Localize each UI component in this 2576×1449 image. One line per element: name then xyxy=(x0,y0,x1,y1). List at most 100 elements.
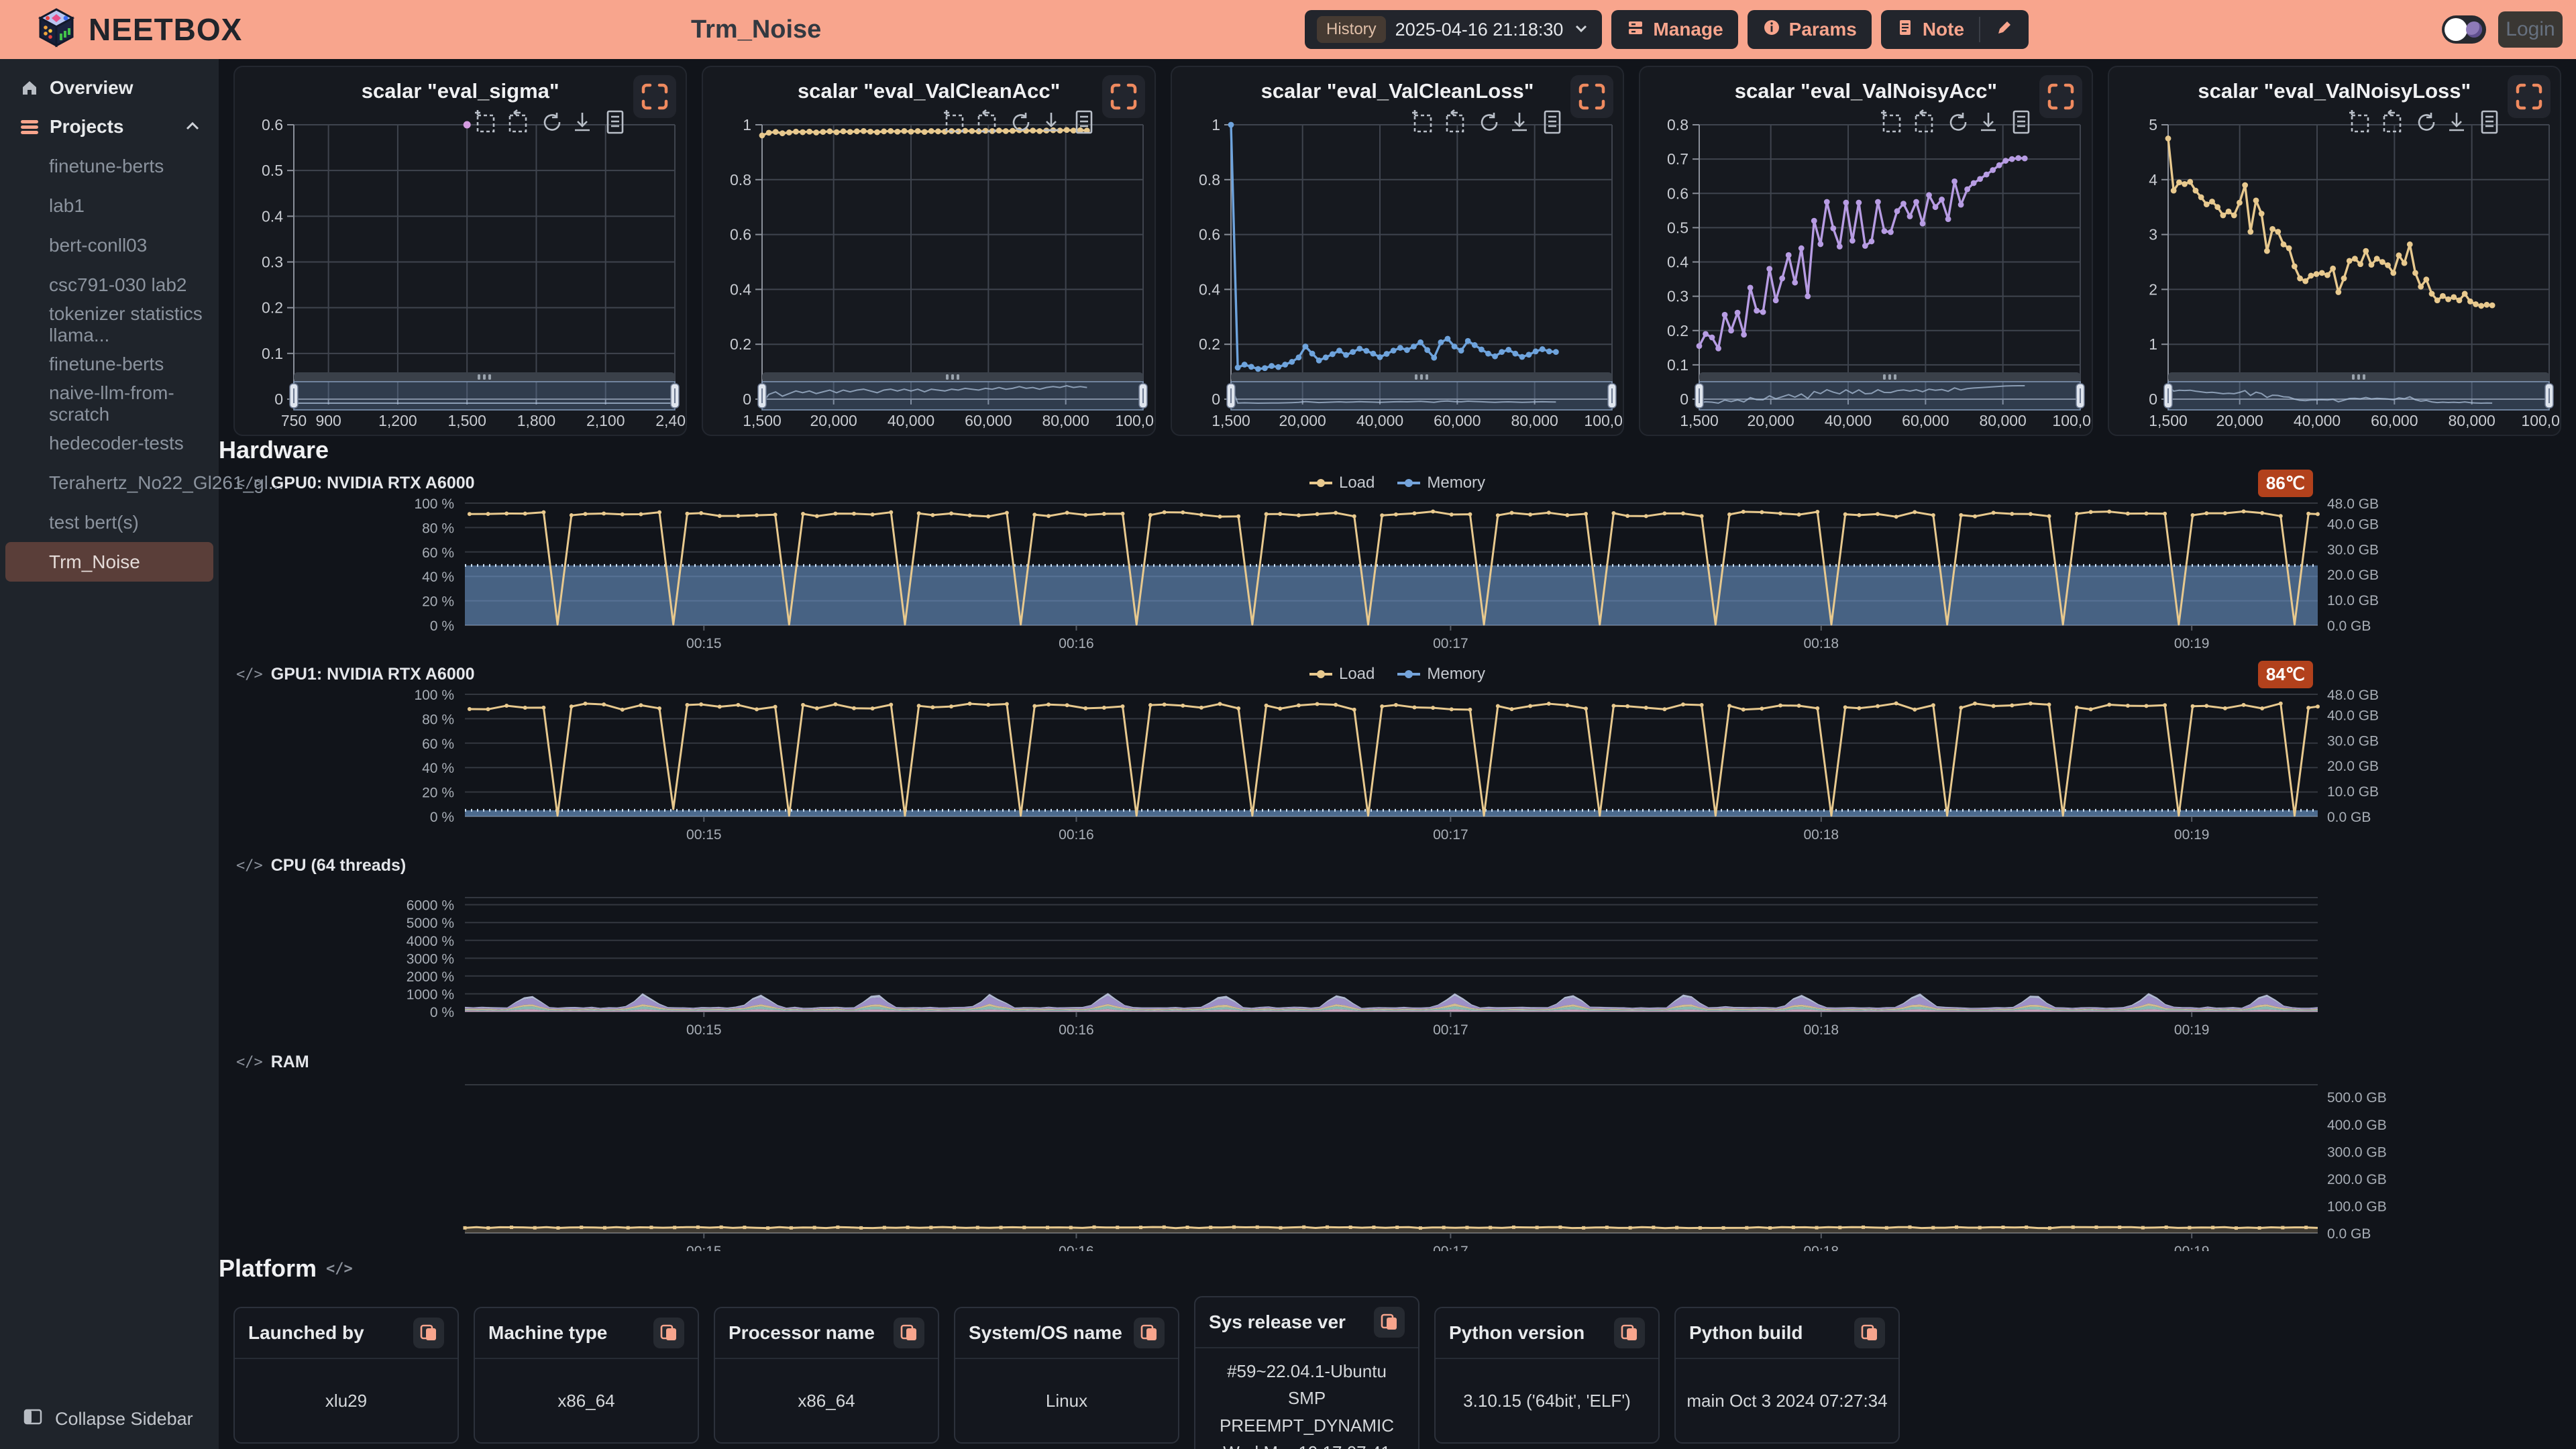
restore-icon[interactable] xyxy=(1012,113,1030,131)
sidebar-item-project[interactable]: Trm_Noise xyxy=(5,542,213,582)
gpu-temperature-badge: 84℃ xyxy=(2257,660,2313,688)
svg-text:100,000: 100,000 xyxy=(2521,412,2561,429)
restore-icon[interactable] xyxy=(1481,113,1498,131)
collapse-sidebar-button[interactable]: Collapse Sidebar xyxy=(0,1401,193,1437)
note-button[interactable]: Note xyxy=(1881,10,1979,49)
scalar-chart[interactable]: 0 0.1 0.2 0.3 0.4 0.5 0.6 750 900 1,200 1,500 1,800… xyxy=(235,67,686,435)
sidebar-item-overview[interactable]: Overview xyxy=(0,68,219,107)
svg-text:1: 1 xyxy=(1212,116,1220,133)
sidebar-item-project[interactable]: csc791-030 lab2 xyxy=(49,274,187,295)
menu-icon xyxy=(20,117,39,136)
platform-cards-row: Launched by xlu29 Machine type x86_64 Pr… xyxy=(233,1296,2561,1449)
svg-text:0: 0 xyxy=(274,390,283,408)
hardware-label: RAM xyxy=(270,1052,309,1071)
copy-button[interactable] xyxy=(1374,1307,1405,1338)
hardware-chart[interactable]: 0 % 20 % 40 % 60 % 80 % 100 % 0.0 GB 10.0 GB 20.… xyxy=(233,688,2561,847)
data-view-icon[interactable] xyxy=(2012,110,2029,134)
sidebar-item-project[interactable]: lab1 xyxy=(49,195,85,216)
copy-button[interactable] xyxy=(894,1318,924,1348)
fullscreen-button[interactable] xyxy=(2508,75,2551,118)
scalar-chart-title: scalar "eval_ValNoisyLoss" xyxy=(2198,79,2471,103)
svg-text:4000 %: 4000 % xyxy=(407,934,454,949)
chart-legend[interactable]: Load Memory xyxy=(1309,474,1485,492)
code-icon: </> xyxy=(236,1053,263,1071)
scalar-chart-title: scalar "eval_sigma" xyxy=(361,79,559,103)
data-view-icon[interactable] xyxy=(1075,110,1093,134)
hardware-chart[interactable]: 0 % 1000 % 2000 % 3000 % 4000 % 5000 % 6000 % 0… xyxy=(233,879,2561,1043)
chevron-up-icon[interactable] xyxy=(184,119,201,134)
zoom-reset-icon[interactable] xyxy=(1446,109,1464,133)
data-view-icon[interactable] xyxy=(1544,110,1561,134)
scalar-chart[interactable]: 0 0.1 0.2 0.3 0.4 0.5 0.6 0.7 0.8 1,500 20,000 40,0… xyxy=(1640,67,2091,435)
legend-item-load[interactable]: Load xyxy=(1309,665,1375,684)
data-view-icon[interactable] xyxy=(607,110,624,134)
zoom-select-icon[interactable] xyxy=(475,110,495,133)
svg-text:100,000: 100,000 xyxy=(1116,412,1156,429)
svg-text:0.3: 0.3 xyxy=(1667,288,1688,305)
theme-toggle[interactable] xyxy=(2442,15,2486,44)
sidebar-item-project[interactable]: hedecoder-tests xyxy=(49,432,184,453)
restore-icon[interactable] xyxy=(2418,113,2435,131)
scalar-card: 0 0.2 0.4 0.6 0.8 1 1,500 20,000 40,000 60,000 80,… xyxy=(702,66,1156,436)
scalar-chart[interactable]: 0 0.2 0.4 0.6 0.8 1 1,500 20,000 40,000 60,000 80,… xyxy=(1172,67,1623,435)
hardware-row: </> RAM 0.0 GB 100.0 GB 200.0 GB 300.0 GB 40… xyxy=(233,1049,2561,1260)
login-button[interactable]: Login xyxy=(2498,11,2563,48)
params-button[interactable]: Params xyxy=(1747,10,1872,49)
data-view-icon[interactable] xyxy=(2481,110,2498,134)
svg-text:20,000: 20,000 xyxy=(1748,412,1794,429)
svg-text:3000 %: 3000 % xyxy=(407,951,454,967)
zoom-select-icon[interactable] xyxy=(943,110,964,133)
history-select[interactable]: History 2025-04-16 21:18:30 xyxy=(1305,10,1603,49)
sidebar-item-project[interactable]: test bert(s) xyxy=(49,511,139,533)
platform-card-value: main Oct 3 2024 07:27:34 xyxy=(1686,1390,1888,1411)
svg-text:0.4: 0.4 xyxy=(1199,280,1220,298)
zoom-select-icon[interactable] xyxy=(2349,110,2369,133)
copy-button[interactable] xyxy=(413,1318,444,1348)
svg-text:30.0 GB: 30.0 GB xyxy=(2327,733,2379,749)
scalar-chart[interactable]: 0 0.2 0.4 0.6 0.8 1 1,500 20,000 40,000 60,000 80,… xyxy=(703,67,1154,435)
zoom-reset-icon[interactable] xyxy=(509,109,527,133)
app-header: NEETBOX Trm_Noise History 2025-04-16 21:… xyxy=(0,0,2576,59)
zoom-reset-icon[interactable] xyxy=(1915,109,1933,133)
svg-text:30.0 GB: 30.0 GB xyxy=(2327,542,2379,557)
svg-text:40,000: 40,000 xyxy=(1356,412,1403,429)
sidebar-item-project[interactable]: finetune-berts xyxy=(49,353,164,374)
scalar-card: 0 0.2 0.4 0.6 0.8 1 1,500 20,000 40,000 60,000 80,… xyxy=(1170,66,1625,436)
copy-button[interactable] xyxy=(1134,1318,1165,1348)
legend-item-memory[interactable]: Memory xyxy=(1397,474,1485,492)
sidebar-item-project[interactable]: Terahertz_No22_Gl261_gl... xyxy=(49,472,284,493)
fullscreen-button[interactable] xyxy=(2039,75,2082,118)
sidebar-item-project[interactable]: tokenizer statistics llama... xyxy=(49,303,203,345)
svg-text:40.0 GB: 40.0 GB xyxy=(2327,708,2379,723)
edit-pencil-button[interactable] xyxy=(1980,10,2029,49)
hardware-chart[interactable]: 0.0 GB 100.0 GB 200.0 GB 300.0 GB 400.0 GB 50… xyxy=(233,1075,2561,1259)
copy-button[interactable] xyxy=(1614,1318,1645,1348)
scalar-chart[interactable]: 0 1 2 3 4 5 1,500 20,000 40,000 60,000 80,000 100,0… xyxy=(2109,67,2560,435)
copy-button[interactable] xyxy=(653,1318,684,1348)
fullscreen-button[interactable] xyxy=(1570,75,1614,118)
hardware-row: </> GPU0: NVIDIA RTX A6000 Load Memory 86… xyxy=(233,469,2561,655)
restore-icon[interactable] xyxy=(1949,113,1966,131)
brand[interactable]: NEETBOX xyxy=(35,7,242,53)
zoom-select-icon[interactable] xyxy=(1412,110,1432,133)
chart-legend[interactable]: Load Memory xyxy=(1309,665,1485,684)
legend-item-memory[interactable]: Memory xyxy=(1397,665,1485,684)
sidebar-item-projects[interactable]: Projects xyxy=(0,107,219,146)
restore-icon[interactable] xyxy=(544,113,561,131)
sidebar-item-project[interactable]: naive-llm-from-scratch xyxy=(49,382,174,425)
svg-text:100 %: 100 % xyxy=(414,496,454,512)
zoom-reset-icon[interactable] xyxy=(977,109,996,133)
legend-item-load[interactable]: Load xyxy=(1309,474,1375,492)
copy-button[interactable] xyxy=(1854,1318,1885,1348)
zoom-select-icon[interactable] xyxy=(1880,110,1900,133)
fullscreen-button[interactable] xyxy=(1102,75,1145,118)
svg-text:00:15: 00:15 xyxy=(686,827,722,843)
hardware-chart[interactable]: 0 % 20 % 40 % 60 % 80 % 100 % 0.0 GB 10.0 GB 20.… xyxy=(233,496,2561,655)
zoom-reset-icon[interactable] xyxy=(2383,109,2402,133)
fullscreen-button[interactable] xyxy=(633,75,677,118)
svg-text:00:18: 00:18 xyxy=(1804,636,1839,651)
sidebar-item-project[interactable]: bert-conll03 xyxy=(49,234,148,256)
manage-button[interactable]: Manage xyxy=(1611,10,1738,49)
code-icon: </> xyxy=(236,665,263,683)
sidebar-item-project[interactable]: finetune-berts xyxy=(49,155,164,176)
